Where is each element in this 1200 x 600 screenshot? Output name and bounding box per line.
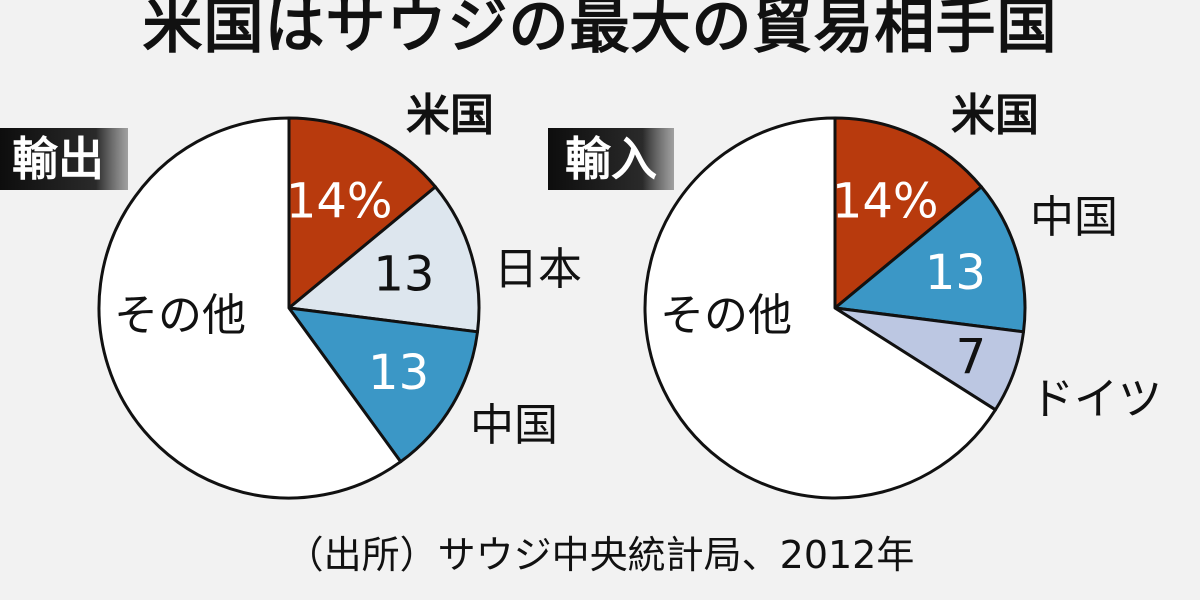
pie-slice [287,306,479,464]
pie-slice [287,185,481,334]
pie-chart-1: 輸出 14% 米国 13 日本 13 中国 その他 [0,90,582,500]
pie-other-label: その他 [114,290,246,341]
pie-category-label: 米国 [951,90,1039,141]
pie-value-label: 13 [368,345,429,401]
chart-title: 米国はサウジの最大の貿易相手国 [142,0,1058,62]
pie-value-label: 14% [832,173,939,229]
pie-other-label: その他 [660,290,792,341]
pie-category-label: 中国 [470,400,558,451]
pie-chart-2: 輸入 14%米国 13 中国 7 ドイツ その他 [548,90,1162,500]
pie-slice [643,116,997,500]
pie-value-label: 14% [286,173,393,229]
source-note: （出所）サウジ中央統計局、2012年 [285,533,915,577]
pie-slice [833,116,983,310]
pie-slice [97,116,403,500]
pie-tag-box [0,128,128,190]
pie-slice [833,185,1027,334]
pie-category-label: 中国 [1030,192,1118,243]
pie-value-label: 13 [925,245,986,301]
pie-category-label: 日本 [494,244,582,295]
pie-tag-label: 輸出 [12,132,104,186]
pie-category-label: 米国 [406,90,494,141]
pie-value-label: 7 [956,329,987,385]
pie-category-label: ドイツ [1030,374,1162,425]
pie-tag-box [548,128,674,190]
pie-tag-label: 輸入 [565,132,657,186]
pie-slice [287,116,437,310]
pie-value-label: 13 [373,247,434,303]
